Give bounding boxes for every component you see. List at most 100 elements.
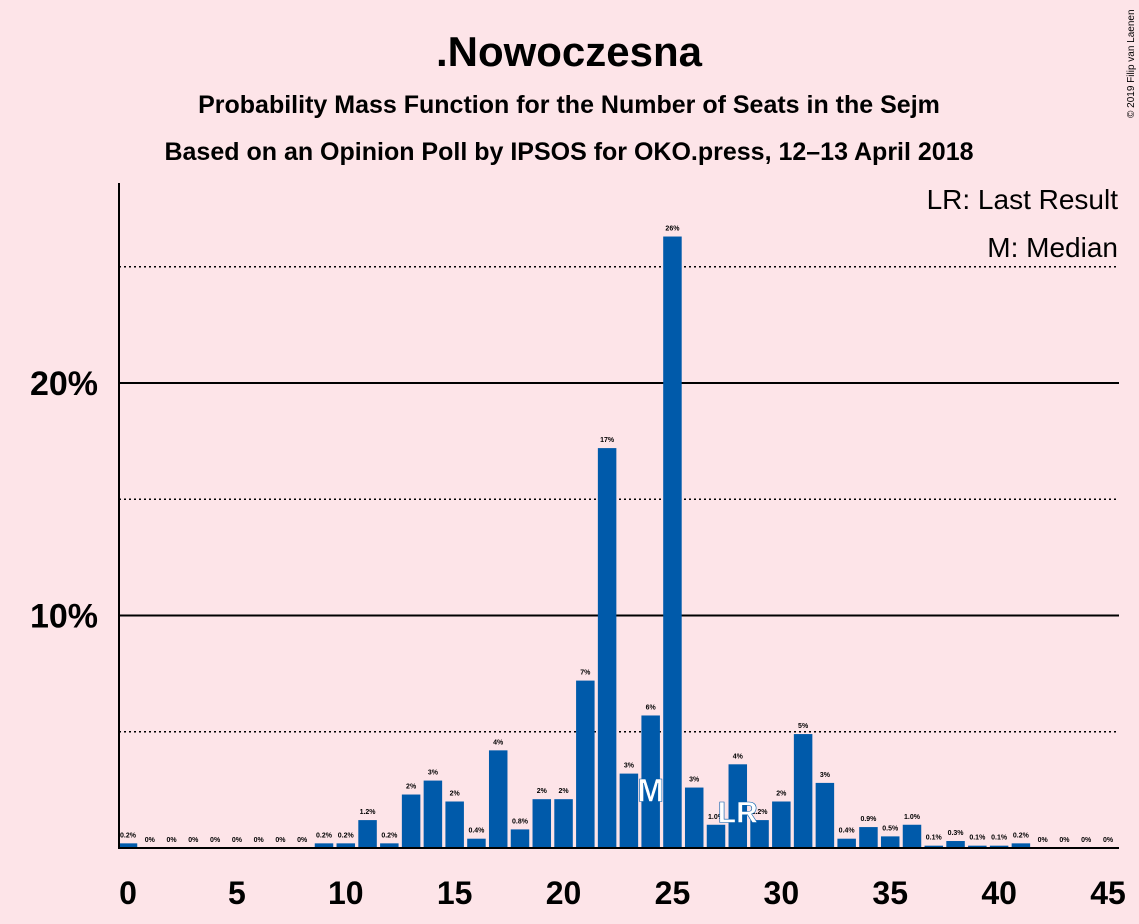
bar-seat-40	[989, 845, 1009, 848]
bar-seat-29	[750, 820, 769, 848]
bar-seat-34	[859, 827, 878, 848]
bar-seat-11	[358, 820, 377, 848]
bar-seat-26	[684, 787, 704, 848]
value-label-seat-31: 5%	[798, 723, 809, 730]
value-labels: 0.2% 0% 0% 0% 0% 0% 0% 0% 0% 0.2% 0.2% 1.2% 0.2% 2% 3%…	[120, 226, 1114, 844]
bar-seat-31	[793, 734, 813, 848]
last-result-marker: LR	[718, 796, 758, 829]
value-label-seat-27: 1.0%	[708, 814, 725, 821]
value-label-seat-38: 0.3%	[948, 830, 965, 837]
median-marker: M	[637, 773, 664, 809]
value-label-seat-35: 0.5%	[882, 825, 899, 832]
value-label-seat-19: 2%	[537, 788, 548, 795]
chart-subtitle-poll: Based on an Opinion Poll by IPSOS for OK…	[164, 138, 973, 166]
value-label-seat-39: 0.1%	[969, 835, 986, 842]
bar-seat-41	[1011, 843, 1031, 848]
value-label-seat-8: 0%	[297, 837, 308, 844]
bar-seat-12	[380, 843, 399, 848]
value-label-seat-40: 0.1%	[991, 835, 1008, 842]
x-tick-label: 15	[437, 875, 473, 911]
x-tick-label: 0	[119, 875, 137, 911]
value-label-seat-10: 0.2%	[338, 832, 355, 839]
gridlines	[119, 266, 1119, 733]
value-label-seat-21: 7%	[580, 670, 591, 677]
value-label-seat-42: 0%	[1038, 837, 1049, 844]
x-ticks: 0 5 10 15 20 25 30 35 40 45	[119, 875, 1126, 911]
y-tick-label: 20%	[30, 365, 98, 403]
value-label-seat-6: 0%	[254, 837, 265, 844]
x-tick-label: 5	[228, 875, 246, 911]
bar-seat-37	[924, 845, 944, 848]
bar-seat-32	[815, 782, 835, 848]
x-tick-label: 10	[328, 875, 364, 911]
chart-title: .Nowoczesna	[436, 28, 703, 75]
x-tick-label: 20	[546, 875, 582, 911]
value-label-seat-23: 3%	[624, 763, 635, 770]
bar-seat-27	[706, 824, 726, 848]
bar-seat-22	[597, 448, 617, 848]
value-label-seat-44: 0%	[1081, 837, 1092, 844]
bar-seat-38	[946, 841, 965, 848]
value-label-seat-33: 0.4%	[839, 828, 856, 835]
value-label-seat-20: 2%	[558, 788, 569, 795]
x-tick-label: 40	[981, 875, 1017, 911]
bar-seat-30	[772, 801, 791, 848]
value-label-seat-2: 0%	[166, 837, 177, 844]
bar-seat-33	[837, 838, 856, 848]
x-tick-label: 45	[1090, 875, 1126, 911]
value-label-seat-0: 0.2%	[120, 832, 137, 839]
value-label-seat-5: 0%	[232, 837, 243, 844]
value-label-seat-4: 0%	[210, 837, 221, 844]
value-label-seat-18: 0.8%	[512, 818, 529, 825]
bar-seat-15	[445, 801, 464, 848]
copyright-text: © 2019 Filip van Laenen	[1126, 9, 1137, 118]
value-label-seat-43: 0%	[1059, 837, 1070, 844]
value-label-seat-14: 3%	[428, 770, 439, 777]
bar-seat-0	[118, 843, 138, 848]
value-label-seat-15: 2%	[450, 791, 461, 798]
bar-seat-13	[401, 794, 421, 848]
bar-seat-18	[510, 829, 530, 848]
value-label-seat-12: 0.2%	[381, 832, 398, 839]
value-label-seat-34: 0.9%	[860, 816, 877, 823]
value-label-seat-22: 17%	[600, 437, 615, 444]
bar-seat-21	[576, 680, 595, 848]
bars	[118, 236, 1031, 848]
y-tick-label: 10%	[30, 598, 98, 636]
bar-seat-35	[880, 836, 900, 848]
chart-subtitle: Probability Mass Function for the Number…	[198, 91, 940, 119]
legend-median: M: Median	[987, 232, 1118, 263]
bar-seat-23	[619, 773, 639, 848]
bar-seat-20	[554, 799, 573, 848]
value-label-seat-13: 2%	[406, 784, 417, 791]
value-label-seat-36: 1.0%	[904, 814, 921, 821]
bar-seat-25	[663, 236, 682, 848]
value-label-seat-29: 1.2%	[752, 809, 769, 816]
value-label-seat-3: 0%	[188, 837, 199, 844]
value-label-seat-32: 3%	[820, 772, 831, 779]
value-label-seat-26: 3%	[689, 777, 700, 784]
x-tick-label: 35	[872, 875, 908, 911]
bar-seat-39	[968, 845, 987, 848]
bar-seat-16	[467, 838, 486, 848]
x-tick-label: 30	[764, 875, 800, 911]
value-label-seat-28: 4%	[733, 753, 744, 760]
value-label-seat-45: 0%	[1103, 837, 1114, 844]
bar-seat-24	[641, 715, 660, 848]
bar-seat-28	[728, 764, 748, 848]
value-label-seat-1: 0%	[145, 837, 156, 844]
value-label-seat-41: 0.2%	[1013, 832, 1030, 839]
value-label-seat-25: 26%	[665, 226, 680, 233]
value-label-seat-30: 2%	[776, 791, 787, 798]
value-label-seat-9: 0.2%	[316, 832, 333, 839]
value-label-seat-17: 4%	[493, 739, 504, 746]
legend-last-result: LR: Last Result	[927, 184, 1119, 215]
bar-seat-17	[488, 750, 508, 848]
bar-seat-14	[423, 780, 443, 848]
y-ticks: 10% 20%	[30, 365, 98, 636]
value-label-seat-16: 0.4%	[468, 828, 485, 835]
value-label-seat-24: 6%	[646, 704, 657, 711]
bar-seat-9	[314, 843, 334, 848]
x-tick-label: 25	[655, 875, 691, 911]
